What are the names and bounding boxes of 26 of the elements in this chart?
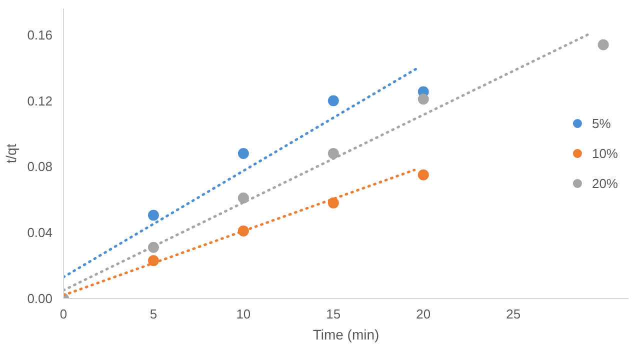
x-tick-label: 15: [326, 306, 341, 322]
x-tick-label: 20: [416, 306, 431, 322]
x-axis-title: Time (min): [312, 326, 380, 342]
x-tick-label: 0: [60, 306, 68, 322]
point: [238, 192, 249, 204]
legend-label: 20%: [592, 176, 618, 190]
point: [148, 255, 159, 266]
point: [418, 169, 429, 180]
point: [148, 210, 159, 221]
x-tick-label: 10: [236, 306, 251, 322]
point: [328, 95, 339, 106]
x-tick-label: 25: [506, 306, 521, 322]
point: [598, 39, 609, 50]
point: [328, 148, 339, 159]
y-axis-title: t/qt: [3, 144, 20, 164]
legend-label: 5%: [592, 116, 612, 130]
legend-label: 10%: [592, 146, 618, 160]
y-tick-label: 0.16: [27, 27, 53, 42]
y-tick-label: 0.12: [27, 93, 53, 108]
point: [328, 197, 339, 208]
y-tick-label: 0.00: [27, 291, 53, 306]
x-tick-label: 5: [150, 306, 158, 322]
y-tick-label: 0.08: [27, 159, 53, 174]
point: [238, 148, 249, 159]
point: [418, 94, 429, 105]
y-tick-label: 0.04: [27, 225, 53, 240]
